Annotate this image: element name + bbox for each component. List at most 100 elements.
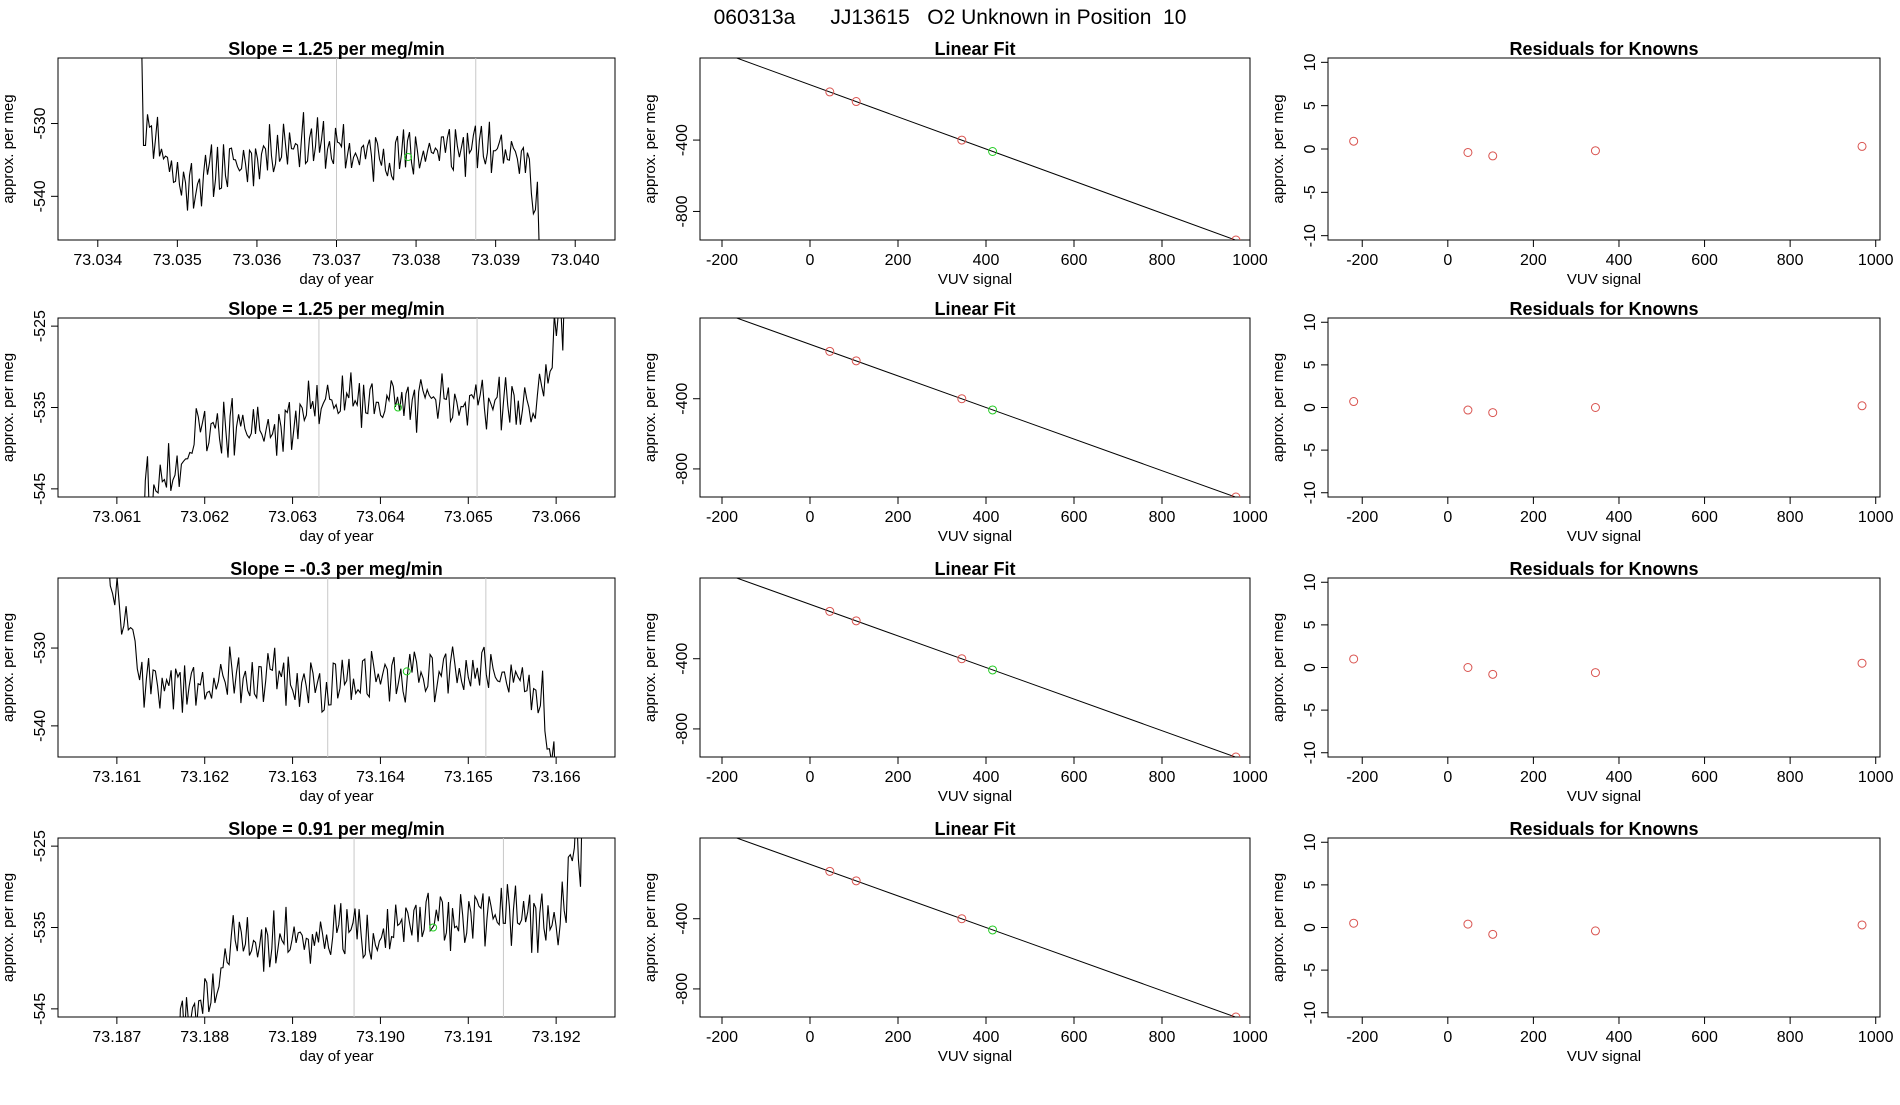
y-tick-label: -10 bbox=[1302, 741, 1319, 764]
x-axis-label: VUV signal bbox=[938, 788, 1012, 805]
y-tick-label: -535 bbox=[32, 391, 49, 423]
signal-trace bbox=[141, 58, 540, 240]
x-axis-label: VUV signal bbox=[1567, 1048, 1641, 1065]
x-tick-label: 73.040 bbox=[551, 252, 600, 269]
x-tick-label: 1000 bbox=[1858, 1029, 1894, 1046]
known-point bbox=[1231, 1012, 1241, 1017]
x-tick-label: 800 bbox=[1149, 769, 1176, 786]
x-tick-label: 600 bbox=[1691, 769, 1718, 786]
x-tick-label: 73.037 bbox=[312, 252, 361, 269]
plot-area bbox=[735, 58, 1241, 240]
y-tick-label: 0 bbox=[1302, 403, 1319, 412]
x-tick-label: 73.066 bbox=[532, 509, 581, 526]
unknown-point bbox=[404, 153, 413, 162]
x-tick-label: 73.165 bbox=[444, 769, 493, 786]
x-tick-label: 73.163 bbox=[268, 769, 317, 786]
known-point bbox=[825, 346, 835, 356]
x-tick-label: 200 bbox=[1520, 509, 1547, 526]
x-tick-label: 200 bbox=[885, 252, 912, 269]
y-tick-label: 5 bbox=[1302, 880, 1319, 889]
y-axis-label: approx. per meg bbox=[0, 613, 17, 722]
x-tick-label: 0 bbox=[806, 252, 815, 269]
y-tick-label: -400 bbox=[674, 643, 691, 675]
x-tick-label: 800 bbox=[1149, 252, 1176, 269]
x-tick-label: 0 bbox=[806, 1029, 815, 1046]
x-tick-label: 200 bbox=[885, 509, 912, 526]
x-tick-label: 400 bbox=[973, 769, 1000, 786]
known-point bbox=[851, 876, 861, 886]
x-tick-label: 400 bbox=[1606, 769, 1633, 786]
x-tick-label: 400 bbox=[973, 252, 1000, 269]
y-axis-label: approx. per meg bbox=[642, 613, 659, 722]
plot-area bbox=[735, 578, 1241, 757]
x-tick-label: 73.062 bbox=[180, 509, 229, 526]
plot-frame bbox=[1327, 317, 1881, 498]
known-point bbox=[1349, 654, 1359, 664]
plot-area bbox=[141, 58, 540, 240]
known-point bbox=[851, 356, 861, 366]
y-tick-label: -540 bbox=[32, 710, 49, 742]
x-tick-label: -200 bbox=[1346, 769, 1378, 786]
known-point bbox=[1231, 752, 1241, 757]
x-tick-label: 800 bbox=[1777, 1029, 1804, 1046]
unknown-point bbox=[988, 925, 998, 935]
x-tick-label: 200 bbox=[1520, 769, 1547, 786]
y-tick-label: -400 bbox=[674, 383, 691, 415]
known-point bbox=[709, 826, 717, 834]
known-point bbox=[1463, 405, 1473, 415]
chart-title: Residuals for Knowns bbox=[1509, 299, 1698, 319]
known-point bbox=[825, 87, 835, 97]
x-axis-label: VUV signal bbox=[938, 271, 1012, 288]
x-tick-label: 73.190 bbox=[356, 1029, 405, 1046]
x-tick-label: 200 bbox=[1520, 1029, 1547, 1046]
plot-area bbox=[1349, 918, 1867, 939]
y-tick-label: 5 bbox=[1302, 620, 1319, 629]
y-tick-label: 0 bbox=[1302, 144, 1319, 153]
plot-area bbox=[709, 826, 1241, 1017]
y-axis-label: approx. per meg bbox=[1270, 873, 1287, 982]
known-point bbox=[1231, 235, 1241, 240]
x-tick-label: 800 bbox=[1777, 252, 1804, 269]
plot-area bbox=[179, 838, 583, 1017]
known-point bbox=[1488, 929, 1498, 939]
known-point bbox=[1590, 668, 1600, 678]
known-point bbox=[957, 914, 967, 924]
y-tick-label: -525 bbox=[32, 310, 49, 342]
y-axis-label: approx. per meg bbox=[642, 94, 659, 203]
panel-2-1: Slope = 1.25 per meg/min 73.061 73.062 73.0… bbox=[0, 299, 616, 545]
x-tick-label: 0 bbox=[806, 769, 815, 786]
x-tick-label: 400 bbox=[1606, 1029, 1633, 1046]
x-tick-label: 73.188 bbox=[180, 1029, 229, 1046]
y-tick-label: -400 bbox=[674, 124, 691, 156]
known-point bbox=[1590, 926, 1600, 936]
y-tick-label: -5 bbox=[1302, 443, 1319, 457]
x-tick-label: 400 bbox=[973, 509, 1000, 526]
y-tick-label: -5 bbox=[1302, 703, 1319, 717]
panel-2-3: Residuals for Knowns-200 0 200 400 600 800 100… bbox=[1270, 299, 1894, 545]
y-tick-label: -5 bbox=[1302, 963, 1319, 977]
x-tick-label: -200 bbox=[706, 252, 738, 269]
y-tick-label: -545 bbox=[32, 473, 49, 505]
y-axis-label: approx. per meg bbox=[642, 873, 659, 982]
x-tick-label: 400 bbox=[1606, 252, 1633, 269]
x-tick-label: 73.036 bbox=[232, 252, 281, 269]
x-tick-label: 73.061 bbox=[92, 509, 141, 526]
chart-title: Linear Fit bbox=[934, 819, 1015, 839]
panel-1-3: Residuals for Knowns-200 0 200 400 600 800 100… bbox=[1270, 39, 1894, 288]
x-tick-label: 73.065 bbox=[444, 509, 493, 526]
chart-title: Residuals for Knowns bbox=[1509, 819, 1698, 839]
page-title: 060313a JJ13615 O2 Unknown in Position 1… bbox=[714, 6, 1187, 29]
y-tick-label: 10 bbox=[1302, 573, 1319, 591]
x-axis-label: VUV signal bbox=[1567, 788, 1641, 805]
x-tick-label: 800 bbox=[1777, 769, 1804, 786]
x-tick-label: 1000 bbox=[1232, 1029, 1268, 1046]
signal-trace bbox=[144, 318, 565, 497]
chart-title: Linear Fit bbox=[934, 39, 1015, 59]
x-axis-label: VUV signal bbox=[938, 1048, 1012, 1065]
known-point bbox=[1231, 492, 1241, 497]
fit-line bbox=[735, 838, 1237, 1017]
plot-area bbox=[1349, 397, 1867, 418]
y-tick-label: 0 bbox=[1302, 663, 1319, 672]
y-tick-label: 5 bbox=[1302, 360, 1319, 369]
